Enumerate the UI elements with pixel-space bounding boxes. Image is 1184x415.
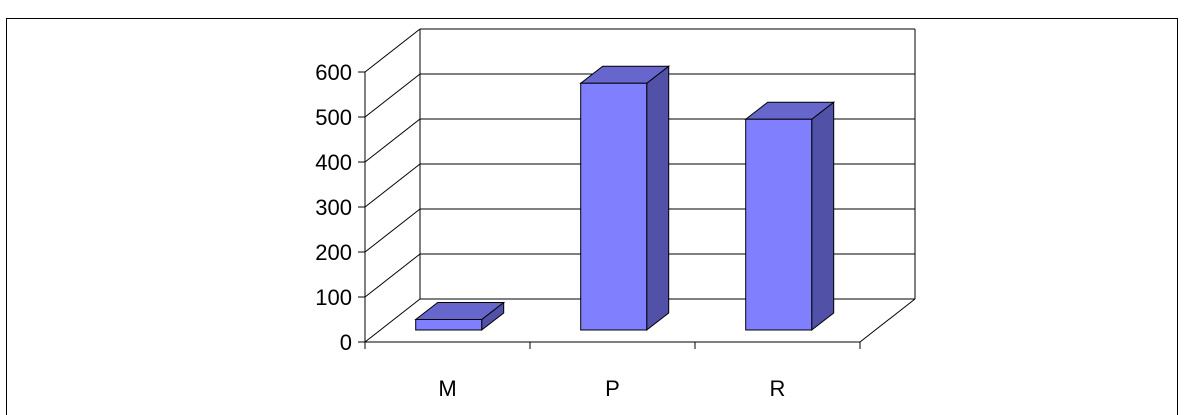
y-tick-label: 400	[315, 150, 352, 175]
bar-front-face	[415, 319, 483, 331]
y-tick-label: 0	[340, 330, 352, 355]
bar-front-face	[745, 118, 813, 331]
side-wall-gridline	[364, 73, 421, 118]
x-tick-label: R	[770, 376, 786, 401]
side-wall-gridline	[364, 118, 421, 163]
chart-frame	[6, 18, 1178, 415]
y-tick-label: 500	[315, 105, 352, 130]
y-tick-label: 300	[315, 195, 352, 220]
bar-side-face	[811, 101, 835, 332]
y-tick-label: 200	[315, 240, 352, 265]
x-tick-label: M	[438, 376, 456, 401]
side-wall-gridline	[364, 298, 421, 343]
side-wall-gridline	[364, 208, 421, 253]
side-wall-gridline	[364, 28, 421, 73]
bar-side-face	[646, 65, 670, 332]
y-tick-label: 600	[315, 60, 352, 85]
bar-front-face	[580, 82, 648, 331]
side-wall-gridline	[364, 163, 421, 208]
floor-right-edge	[859, 298, 916, 343]
x-tick-label: P	[605, 376, 620, 401]
side-wall-gridline	[364, 253, 421, 298]
y-tick-label: 100	[315, 285, 352, 310]
